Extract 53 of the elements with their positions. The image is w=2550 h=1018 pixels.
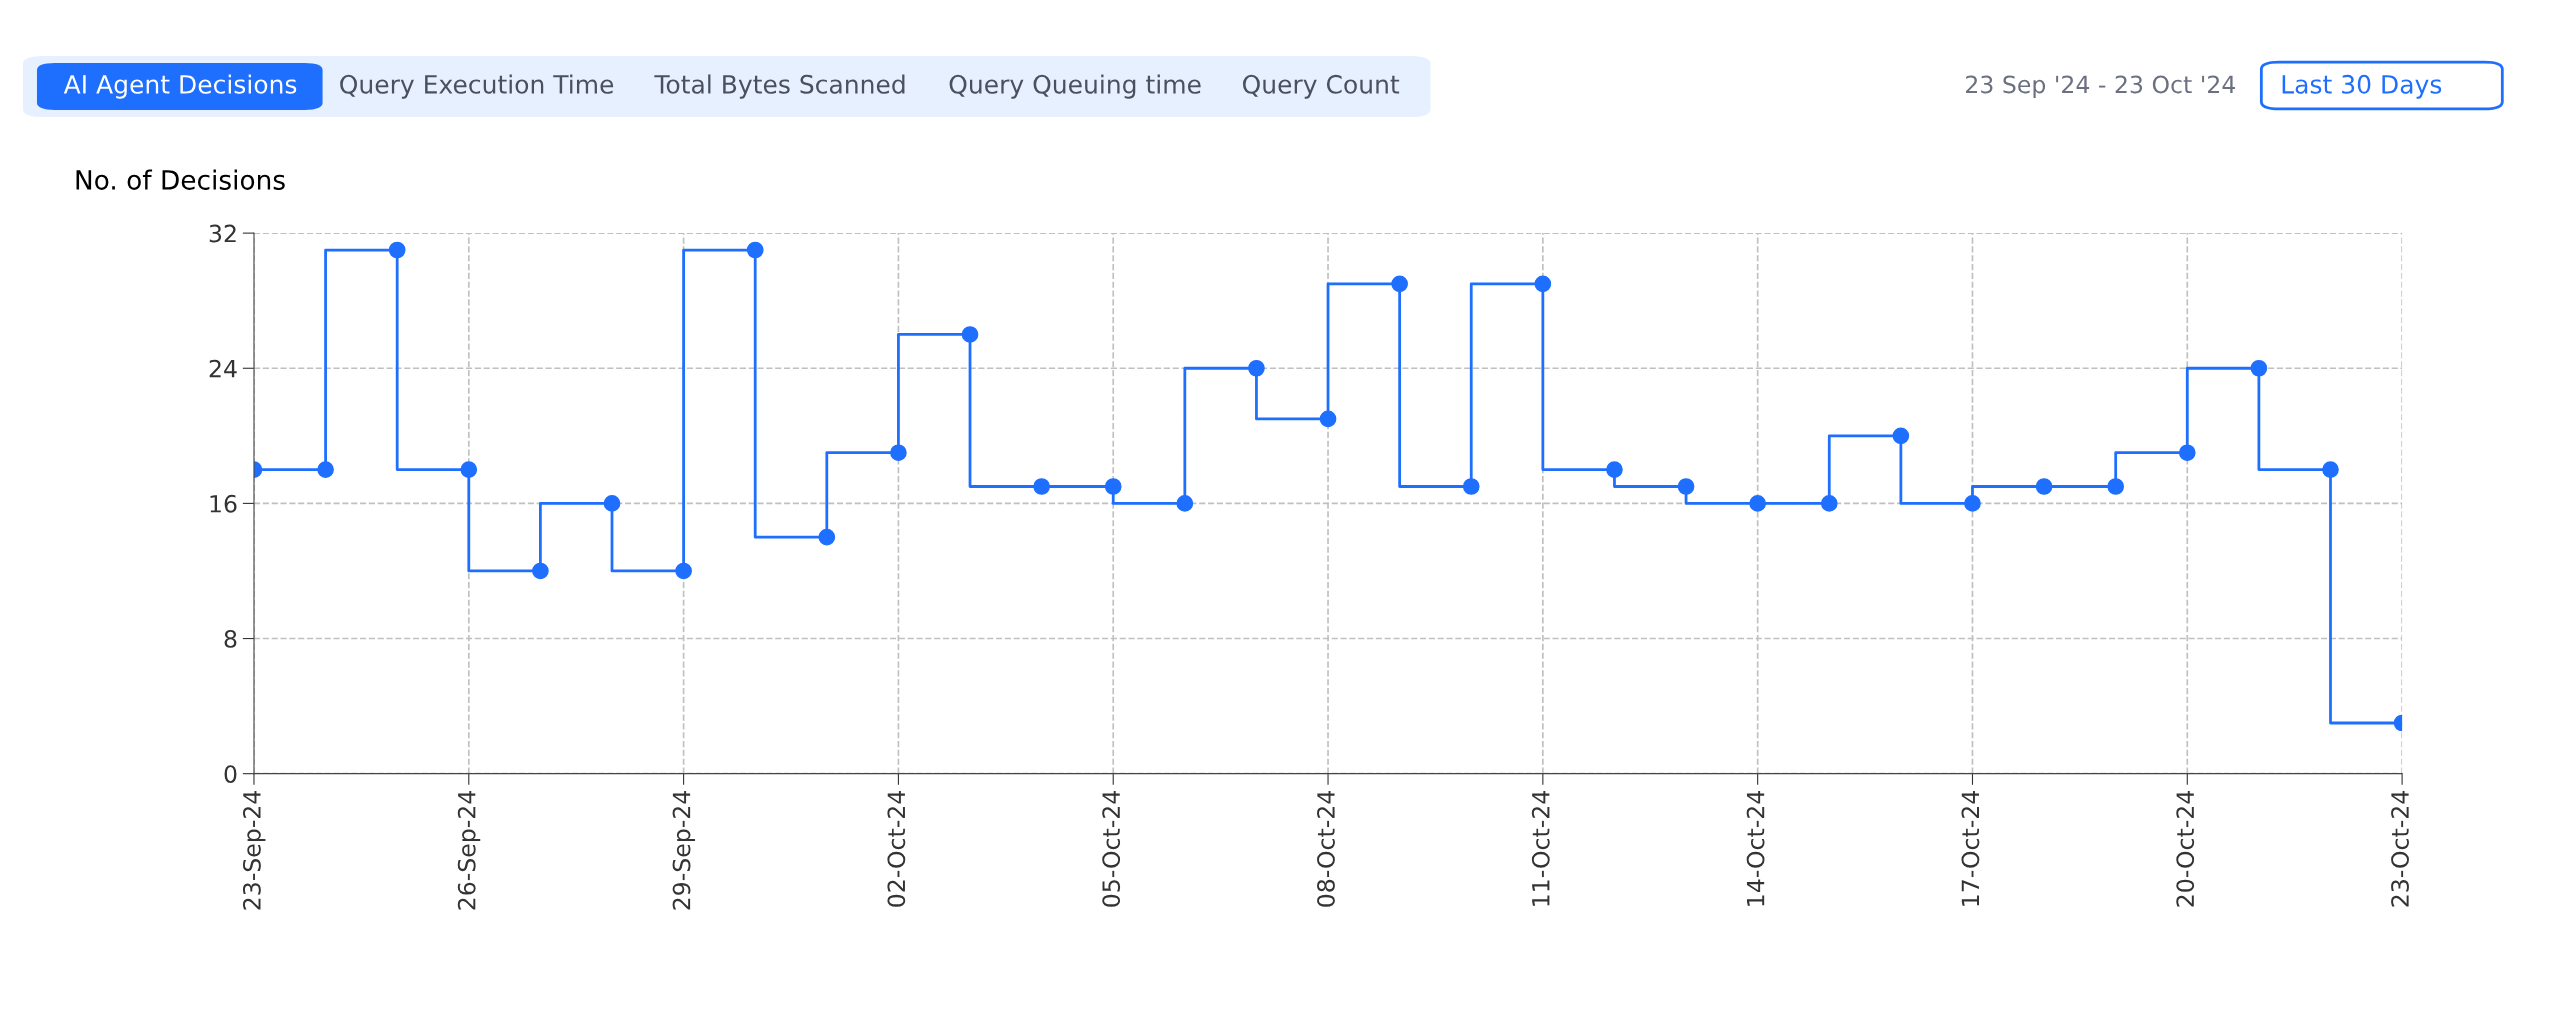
point	[603, 495, 621, 512]
y-tick-label: 0	[224, 765, 237, 783]
text: Query Queuing time	[949, 74, 1201, 99]
point	[460, 461, 478, 478]
y-tick-label: 24	[209, 359, 237, 378]
point	[2035, 478, 2053, 495]
point	[532, 562, 549, 580]
x-tick-label: 11-Oct-24	[1531, 790, 1550, 906]
x-tick-label: 23-Sep-24	[242, 790, 266, 910]
x-tick-label: 26-Sep-24	[457, 790, 481, 910]
point	[1677, 478, 1695, 495]
point	[746, 241, 764, 259]
text: Query Count	[1242, 74, 1400, 99]
text: 23 Sep '24 - 23 Oct '24	[1966, 75, 2236, 98]
point	[1534, 275, 1552, 293]
text: Last 30 Days	[2282, 74, 2442, 99]
y-tick-label: 8	[224, 629, 237, 648]
point	[1319, 410, 1337, 428]
point	[1176, 495, 1194, 512]
point	[1104, 478, 1122, 495]
point	[890, 444, 907, 462]
x-tick-label: 17-Oct-24	[1961, 790, 1980, 906]
x-tick-label: 29-Sep-24	[672, 790, 696, 910]
point	[1248, 359, 1265, 377]
text: Total Bytes Scanned	[654, 74, 905, 99]
x-tick-label: 02-Oct-24	[887, 790, 906, 907]
y-tick-label: 16	[210, 494, 237, 513]
point	[1033, 478, 1050, 495]
point	[1606, 461, 1623, 478]
x-tick-label: 08-Oct-24	[1317, 790, 1335, 907]
point	[2107, 478, 2125, 495]
point	[2250, 359, 2268, 377]
point	[1892, 427, 1910, 445]
point	[1749, 495, 1767, 512]
x-tick-label: 05-Oct-24	[1102, 790, 1121, 907]
point	[1391, 275, 1408, 293]
x-tick-label: 20-Oct-24	[2176, 790, 2195, 907]
point	[818, 528, 836, 546]
point	[2322, 461, 2339, 478]
x-tick-label: 23-Oct-24	[2391, 790, 2409, 907]
point	[1964, 495, 1981, 512]
point	[1462, 478, 1480, 495]
point	[961, 326, 979, 343]
point	[2178, 444, 2196, 462]
text: Query Execution Time	[340, 74, 614, 99]
point	[317, 461, 334, 478]
x-tick-label: 14-Oct-24	[1746, 790, 1765, 906]
point	[1820, 495, 1838, 512]
text: AI Agent Decisions	[63, 74, 297, 99]
y-axis-title: No. of Decisions	[76, 169, 285, 190]
point	[388, 241, 406, 259]
point	[675, 562, 692, 580]
y-tick-label: 32	[209, 224, 236, 243]
